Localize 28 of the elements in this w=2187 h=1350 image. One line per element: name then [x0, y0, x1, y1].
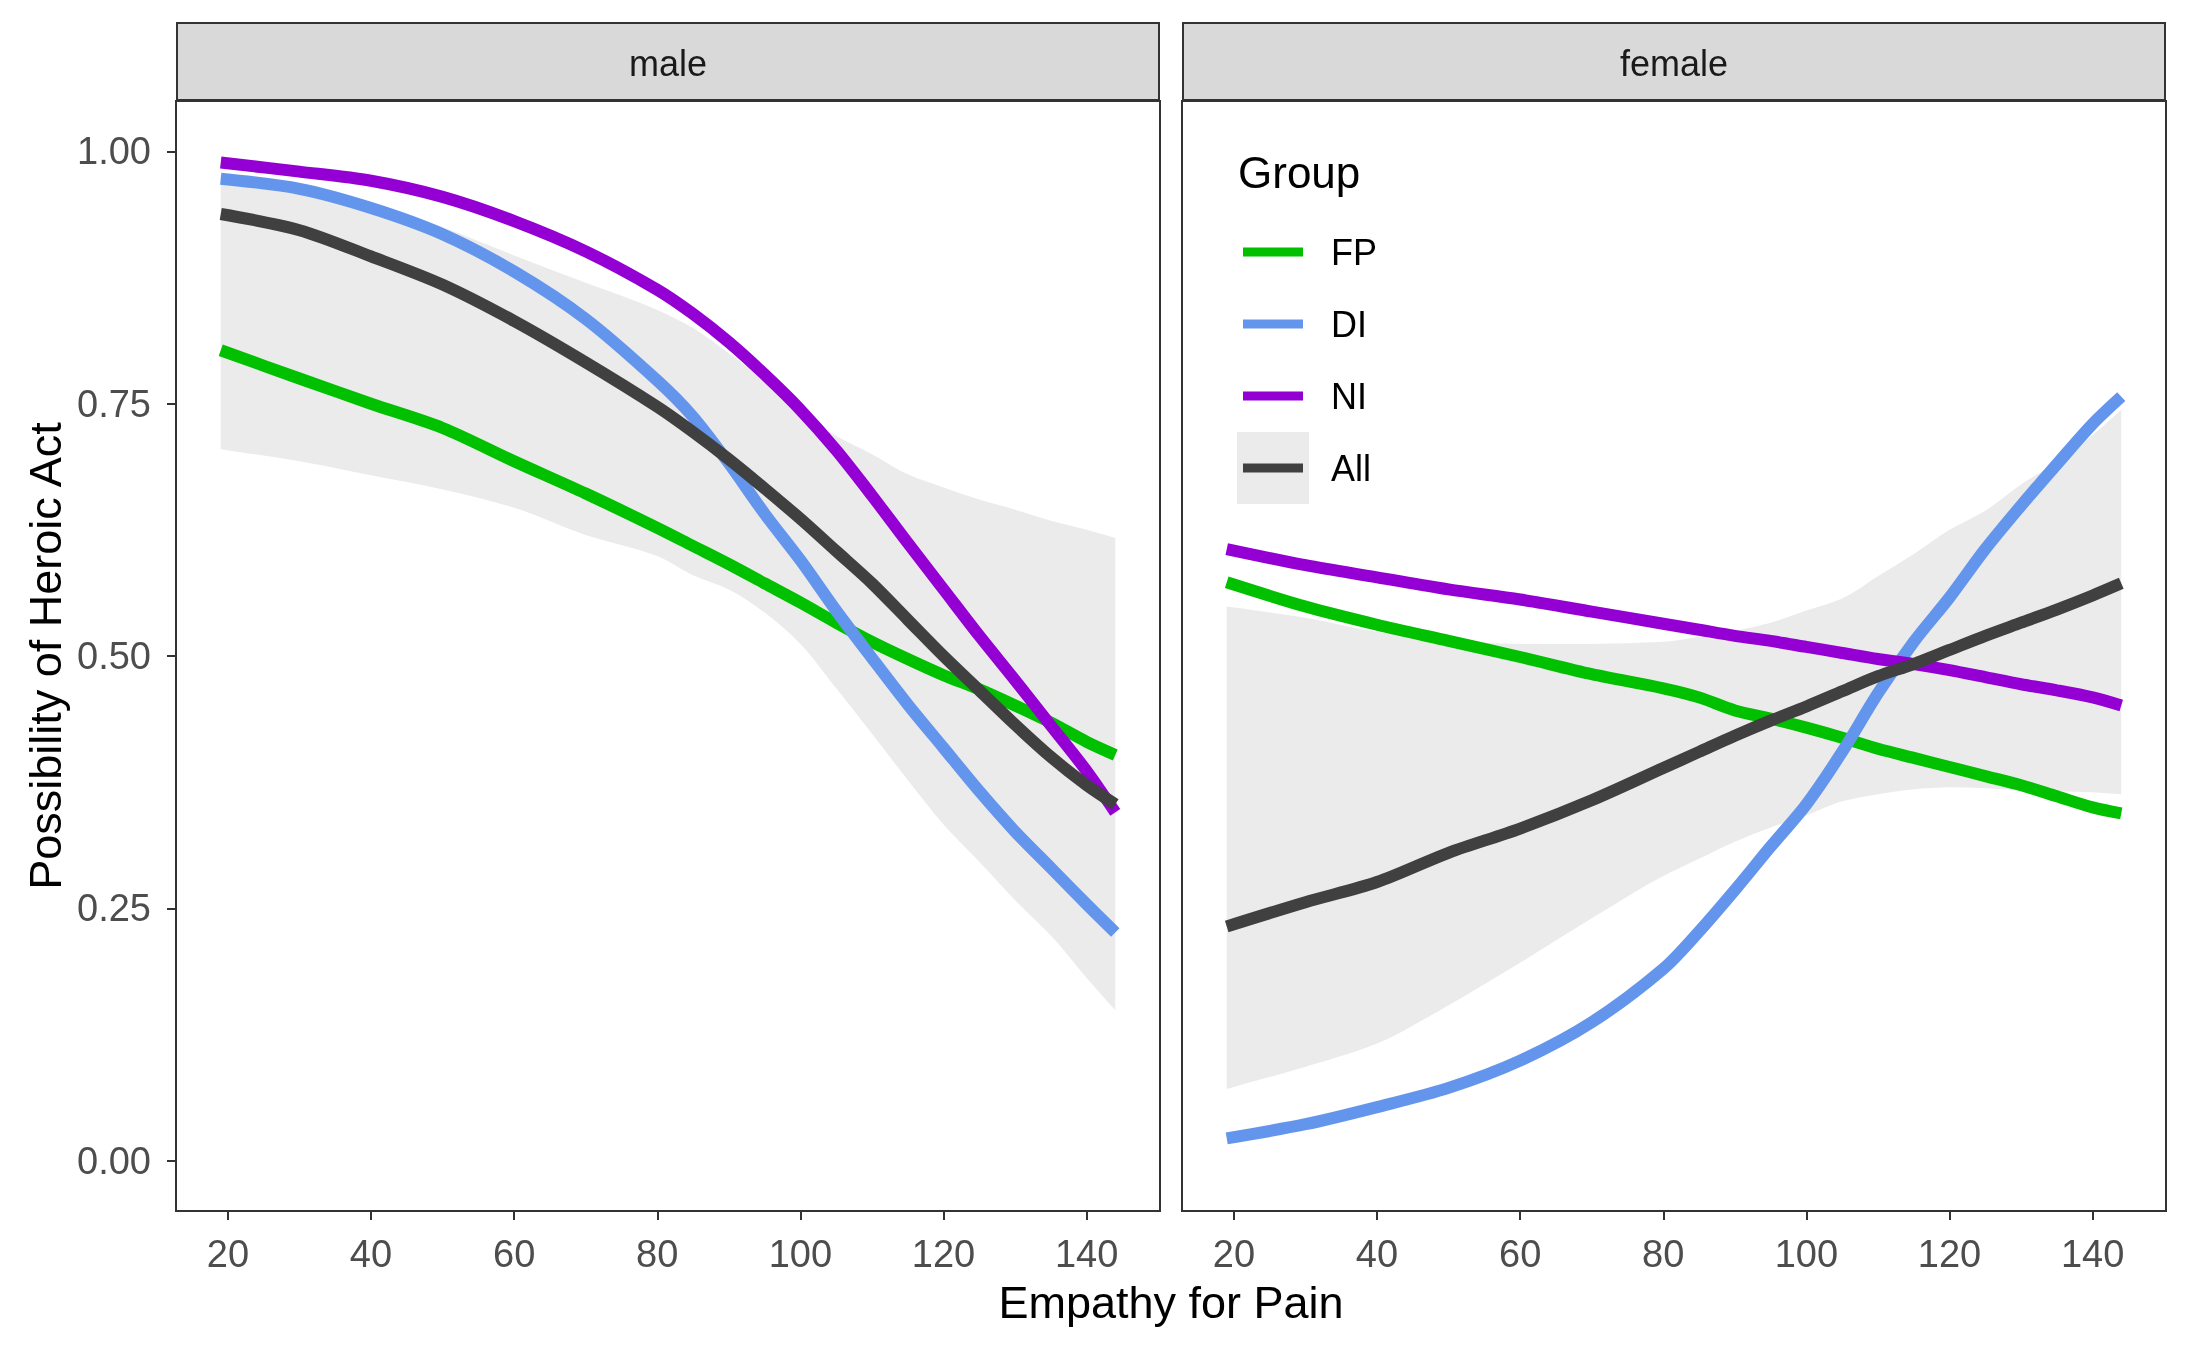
chart-title: female: [1619, 43, 1729, 84]
x-tick-label: 20: [206, 1233, 250, 1275]
x-tick-label: 80: [636, 1233, 679, 1275]
y-tick-label: 0.75: [77, 382, 151, 425]
x-tick-label: 40: [349, 1233, 393, 1275]
x-axis-title: Empathy for Pain: [997, 1277, 1345, 1329]
y-axis-title: Possibility of Heroic Act: [20, 421, 71, 890]
x-tick-label: 40: [1355, 1233, 1399, 1275]
x-tick-label: 100: [1774, 1233, 1839, 1275]
y-tick-label: 0.50: [77, 635, 151, 677]
x-tick-label: 140: [1054, 1233, 1119, 1275]
x-tick-label: 60: [493, 1233, 536, 1275]
legend-label: NI: [1331, 375, 1367, 417]
x-tick-label: 120: [1917, 1233, 1982, 1275]
y-tick-label: 1.00: [77, 130, 151, 173]
x-tick-label: 120: [911, 1233, 976, 1275]
legend-label: All: [1331, 447, 1372, 489]
legend-label: DI: [1331, 303, 1367, 345]
y-tick-label: 0.25: [77, 887, 151, 930]
x-tick-label: 60: [1499, 1233, 1542, 1275]
chart-title: male: [628, 43, 708, 84]
y-tick-label: 0.00: [77, 1139, 151, 1182]
legend-title: Group: [1238, 147, 1361, 197]
x-tick-label: 20: [1212, 1233, 1256, 1275]
x-tick-label: 140: [2060, 1233, 2125, 1275]
legend-label: FP: [1331, 231, 1378, 273]
x-tick-label: 80: [1642, 1233, 1685, 1275]
x-tick-label: 100: [768, 1233, 833, 1275]
